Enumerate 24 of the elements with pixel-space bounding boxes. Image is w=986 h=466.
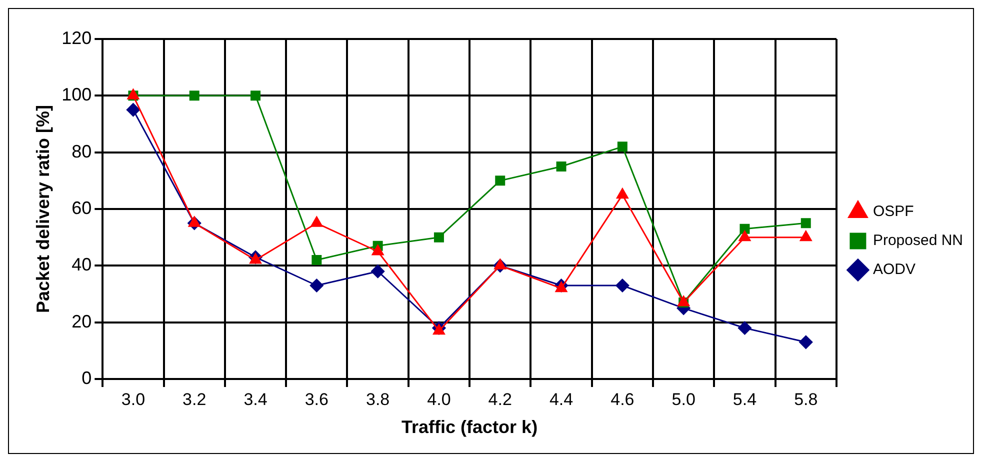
legend-label: OSPF (872, 203, 914, 220)
y-tick-label: 0 (82, 368, 92, 388)
y-tick-label: 80 (72, 141, 92, 162)
x-tick-label: 5.4 (732, 390, 757, 409)
legend-label: AODV (872, 261, 916, 278)
x-tick-label: 3.2 (182, 390, 206, 409)
x-tick-label: 3.4 (244, 390, 268, 409)
y-axis-title: Packet delivery ratio [%] (32, 104, 53, 314)
x-tick-label: 4.0 (427, 390, 451, 409)
legend-label: Proposed NN (872, 232, 964, 250)
y-tick-label: 120 (62, 28, 92, 48)
y-tick-label: 40 (72, 254, 92, 275)
x-tick-label: 5.8 (794, 390, 818, 409)
x-tick-label: 4.6 (610, 390, 634, 409)
y-tick-label: 20 (72, 311, 92, 332)
x-axis-title: Traffic (factor k) (402, 417, 538, 438)
x-tick-label: 3.8 (366, 390, 390, 409)
x-tick-label: 4.4 (549, 390, 574, 409)
x-tick-label: 3.6 (304, 390, 328, 409)
x-tick-label: 5.0 (672, 390, 696, 409)
x-tick-label: 3.0 (121, 390, 146, 409)
x-tick-label: 4.2 (488, 390, 512, 409)
y-tick-label: 100 (62, 84, 92, 105)
y-tick-label: 60 (72, 198, 92, 218)
